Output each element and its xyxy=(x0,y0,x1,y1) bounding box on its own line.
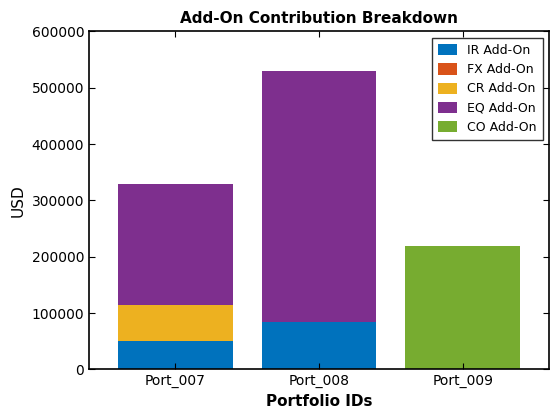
Y-axis label: USD: USD xyxy=(11,184,26,217)
Bar xyxy=(262,322,376,370)
Bar xyxy=(118,184,233,304)
Bar xyxy=(118,341,233,370)
Legend: IR Add-On, FX Add-On, CR Add-On, EQ Add-On, CO Add-On: IR Add-On, FX Add-On, CR Add-On, EQ Add-… xyxy=(432,38,543,140)
Bar xyxy=(405,246,520,370)
X-axis label: Portfolio IDs: Portfolio IDs xyxy=(266,394,372,409)
Title: Add-On Contribution Breakdown: Add-On Contribution Breakdown xyxy=(180,11,458,26)
Bar xyxy=(262,71,376,322)
Bar xyxy=(118,304,233,341)
